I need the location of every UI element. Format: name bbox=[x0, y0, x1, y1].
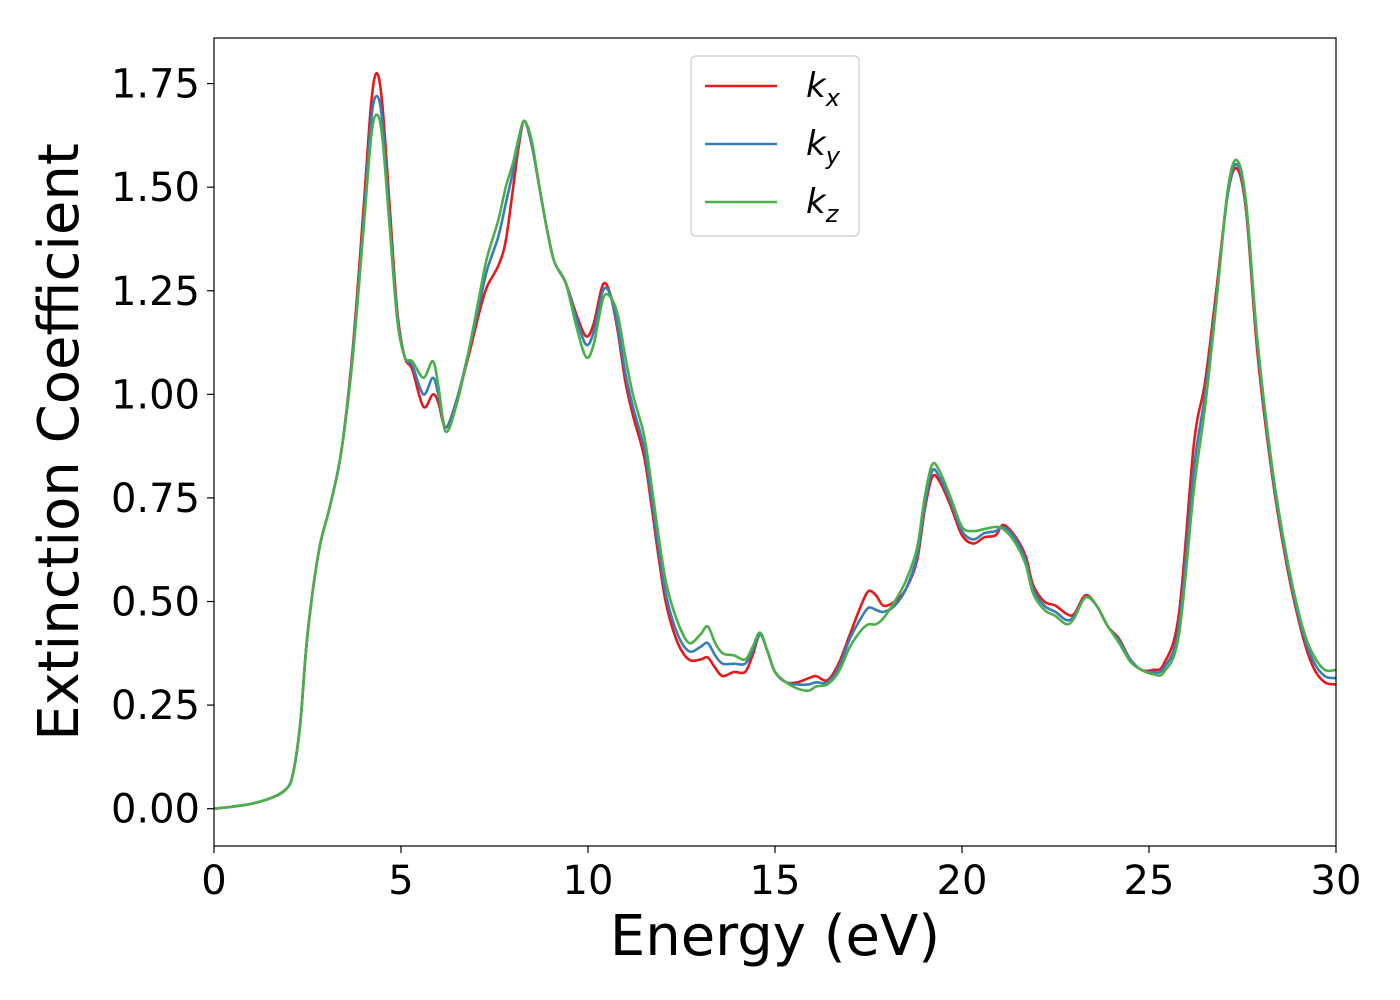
y-tick-label: 0.00 bbox=[111, 787, 200, 833]
y-tick-label: 1.75 bbox=[111, 62, 200, 108]
x-axis: 0 5 10 15 20 25 30 bbox=[201, 846, 1361, 904]
legend-label-kz: kz bbox=[806, 182, 840, 228]
legend: kx ky kz bbox=[690, 55, 860, 237]
y-tick-label: 0.25 bbox=[111, 683, 200, 729]
x-tick-label: 25 bbox=[1124, 858, 1175, 904]
x-tick-label: 5 bbox=[388, 858, 413, 904]
legend-box bbox=[690, 55, 860, 237]
y-tick-label: 1.25 bbox=[111, 269, 200, 315]
y-tick-label: 0.50 bbox=[111, 580, 200, 626]
legend-label-kx: kx bbox=[806, 66, 841, 112]
x-tick-label: 30 bbox=[1311, 858, 1362, 904]
series-layer bbox=[213, 71, 1337, 811]
x-tick-label: 0 bbox=[201, 858, 226, 904]
y-axis: 0.00 0.25 0.50 0.75 1.00 1.25 1.50 1.75 bbox=[111, 62, 214, 833]
y-tick-label: 1.50 bbox=[111, 165, 200, 211]
legend-label-ky: ky bbox=[806, 124, 841, 170]
y-tick-label: 0.75 bbox=[111, 476, 200, 522]
y-tick-label: 1.00 bbox=[111, 372, 200, 418]
x-tick-label: 15 bbox=[750, 858, 801, 904]
series-line-kz bbox=[213, 113, 1337, 811]
x-tick-label: 10 bbox=[563, 858, 614, 904]
x-tick-label: 20 bbox=[937, 858, 988, 904]
y-axis-title: Extinction Coefficient bbox=[27, 143, 92, 741]
x-axis-title: Energy (eV) bbox=[610, 904, 940, 969]
